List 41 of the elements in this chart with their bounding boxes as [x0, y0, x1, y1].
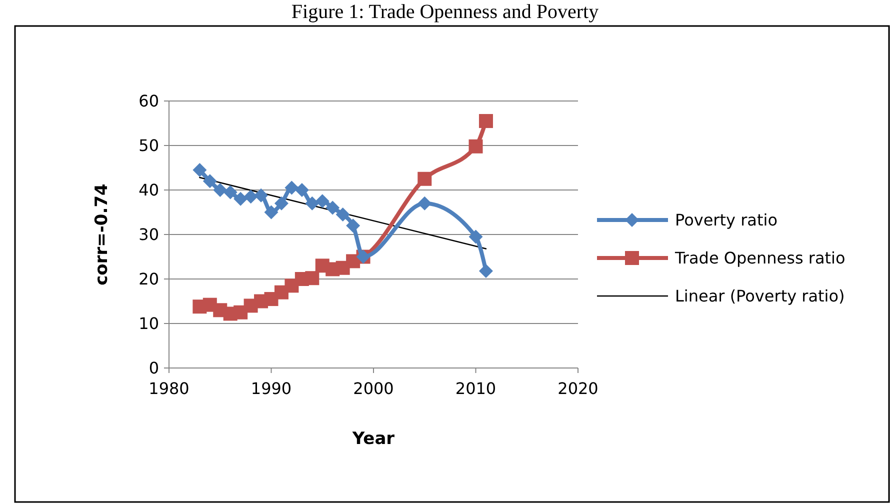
y-tick-label: 40 — [138, 180, 159, 200]
chart-title: Figure 1: Trade Openness and Poverty — [291, 1, 599, 23]
legend-label: Trade Openness ratio — [674, 248, 846, 268]
point — [478, 114, 493, 128]
point — [244, 190, 258, 204]
x-tick-label: 1990 — [250, 379, 292, 398]
y-tick-label: 60 — [138, 92, 159, 111]
point — [305, 271, 320, 286]
point — [418, 172, 432, 186]
point — [264, 205, 278, 220]
point — [315, 194, 330, 208]
point — [305, 196, 320, 210]
point — [223, 185, 238, 200]
y-tick-label: 50 — [138, 136, 159, 156]
point — [192, 162, 207, 177]
point — [326, 200, 340, 215]
legend-label: Linear (Poverty ratio) — [675, 286, 845, 306]
point — [336, 207, 350, 222]
point — [284, 180, 299, 195]
point — [202, 174, 217, 188]
point — [234, 192, 248, 206]
x-axis-title: Year — [351, 429, 396, 449]
point — [346, 218, 360, 233]
x-tick-label: 1980 — [148, 379, 190, 398]
point — [468, 230, 483, 244]
x-tick-label: 2020 — [558, 379, 598, 398]
point — [294, 183, 309, 197]
point — [254, 188, 268, 202]
x-tick-label: 2000 — [353, 379, 394, 398]
y-tick-label: 10 — [138, 314, 159, 334]
y-tick-label: 20 — [138, 270, 159, 289]
y-tick-label: 0 — [148, 358, 159, 378]
y-axis-title: corr=-0.74 — [92, 183, 112, 286]
y-tick-label: 30 — [138, 225, 159, 244]
legend-label: Poverty ratio — [675, 210, 778, 230]
point — [274, 196, 288, 210]
x-tick-label: 2010 — [455, 379, 496, 398]
point — [213, 183, 228, 197]
point — [468, 139, 483, 154]
point — [478, 264, 493, 278]
point — [418, 196, 432, 210]
